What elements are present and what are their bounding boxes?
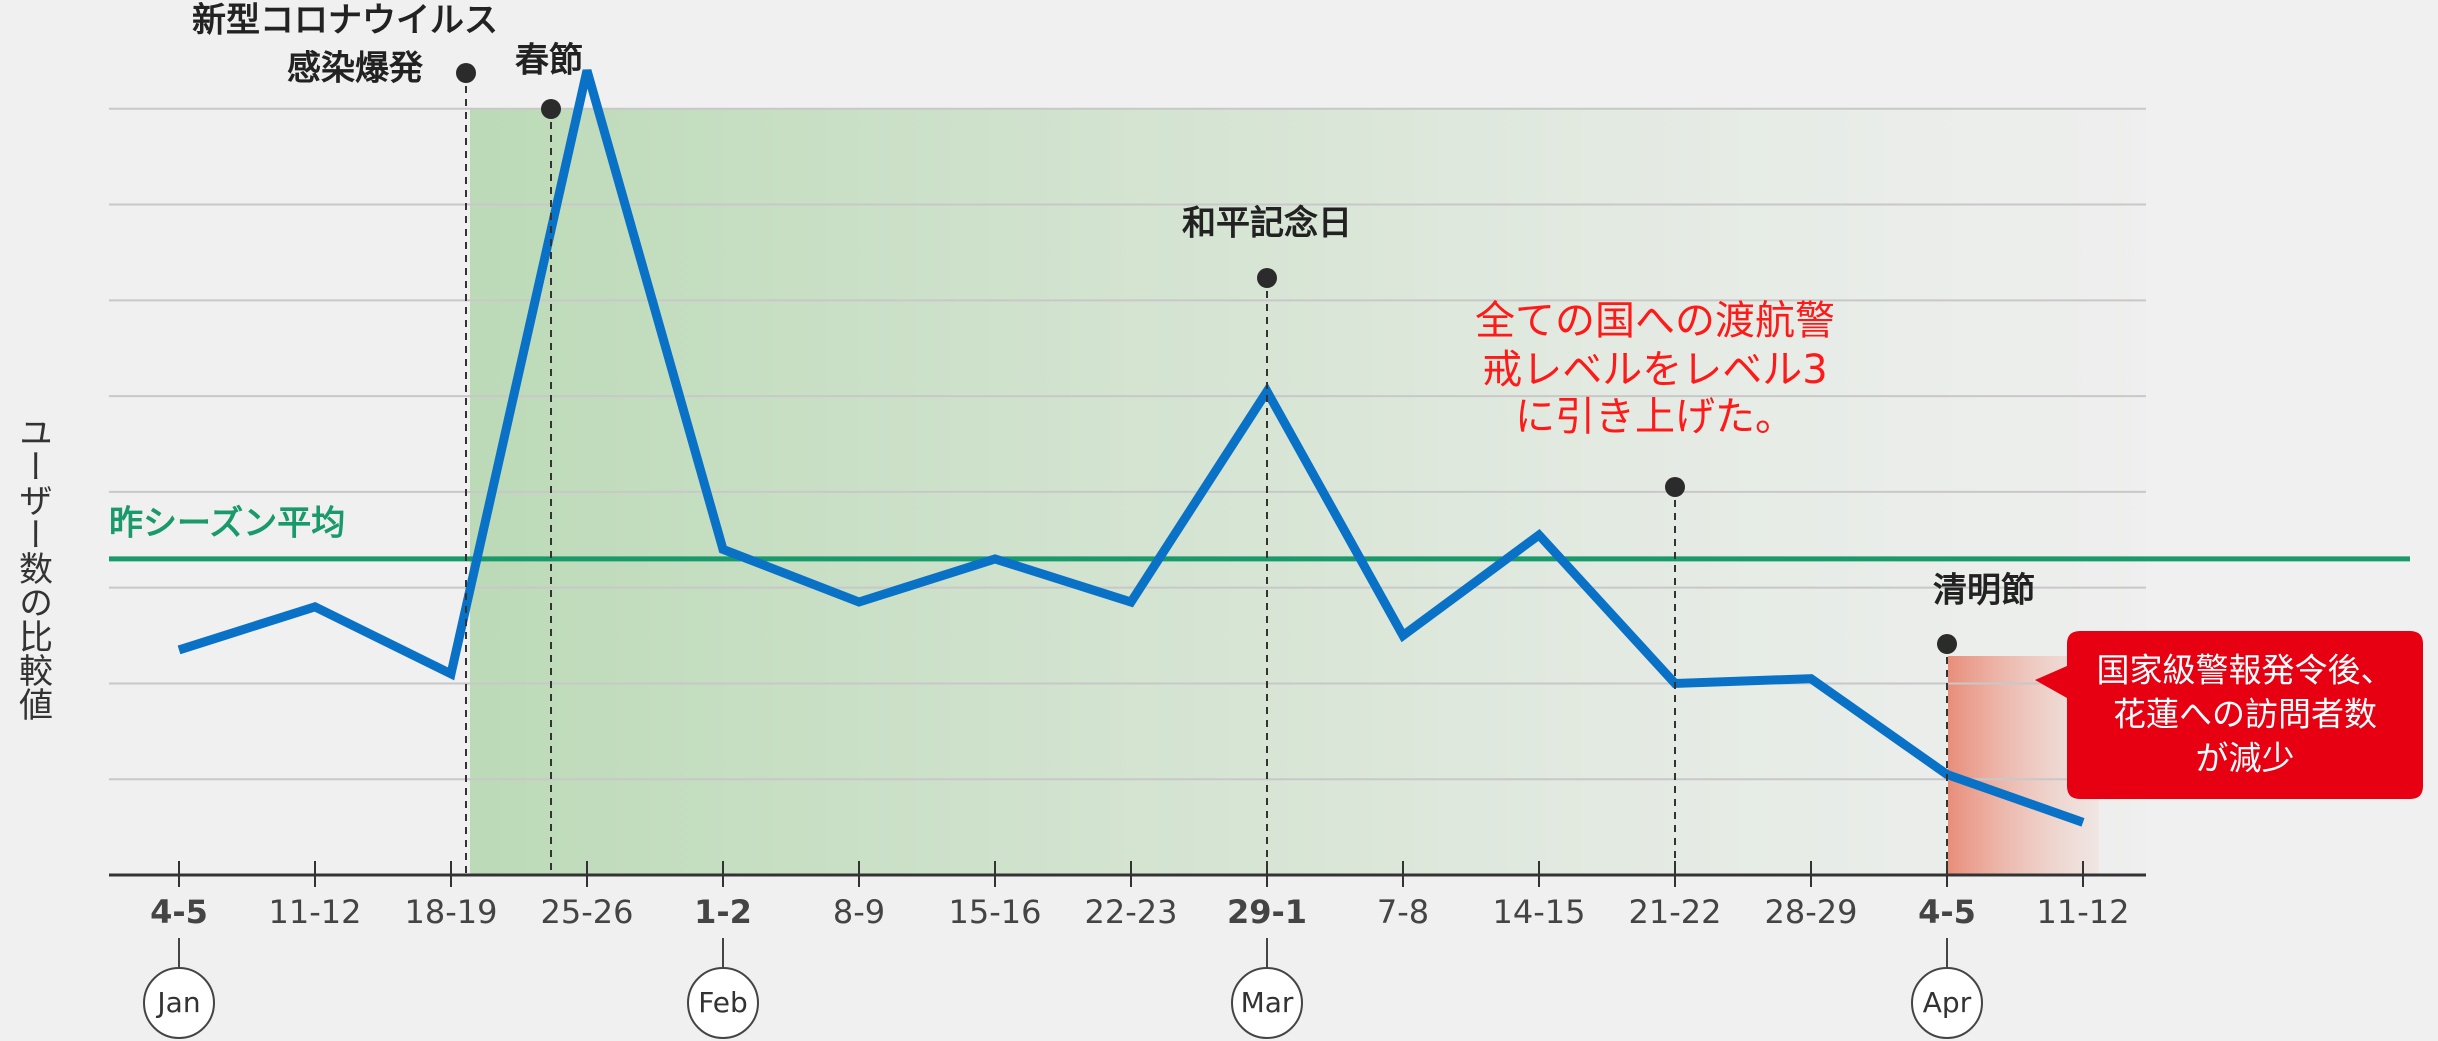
- x-tick-label: 11-12: [269, 893, 362, 931]
- month-circle: [1911, 967, 1983, 1039]
- month-label: Apr: [1923, 986, 1972, 1019]
- x-tick-label: 22-23: [1085, 893, 1178, 931]
- month-label: Mar: [1241, 986, 1294, 1019]
- callout: 国家級警報発令後、 花蓮への訪問者数 が減少: [2035, 631, 2423, 799]
- callout-text: が減少: [2196, 739, 2295, 778]
- month-label: Feb: [698, 986, 748, 1019]
- x-tick-label: 8-9: [833, 893, 885, 931]
- data-line: [177, 69, 2085, 827]
- event-dot: [541, 99, 561, 119]
- event-label: 全ての国への渡航警: [1475, 298, 1835, 344]
- event-dot: [1937, 634, 1957, 654]
- x-tick-label: 15-16: [949, 893, 1042, 931]
- x-tick-label: 4-5: [1918, 893, 1976, 931]
- callout-text: 花蓮への訪問者数: [2113, 695, 2377, 734]
- events: 新型コロナウイルス 感染爆発 春節 和平記念日 全ての国への渡航警 戒レベルをレ…: [192, 1, 2035, 875]
- x-tick-label: 7-8: [1377, 893, 1429, 931]
- x-tick-label: 1-2: [694, 893, 752, 931]
- event-label: に引き上げた。: [1515, 394, 1795, 440]
- event-label: 和平記念日: [1182, 204, 1352, 244]
- grid: 4-5 Jan 11-12 18-19 25-26 1-2 Feb 8-9 15-16 22-23…: [109, 107, 2146, 1039]
- event-dot: [1665, 477, 1685, 497]
- event-label: 新型コロナウイルス: [192, 1, 498, 41]
- x-tick-label: 25-26: [541, 893, 634, 931]
- event-label: 清明節: [1933, 571, 2035, 611]
- event-dot: [456, 63, 476, 83]
- month-circle: [143, 967, 215, 1039]
- x-tick-label: 21-22: [1629, 893, 1722, 931]
- month-label: Jan: [155, 986, 200, 1019]
- marks: 昨シーズン平均: [109, 69, 2410, 827]
- y-axis-label: ユーザー数の比較値: [13, 415, 53, 721]
- x-tick-label: 29-1: [1227, 893, 1307, 931]
- callout-text: 国家級警報発令後、: [2097, 651, 2394, 690]
- x-tick-label: 4-5: [150, 893, 208, 931]
- x-tick-label: 28-29: [1765, 893, 1858, 931]
- event-dot: [1257, 268, 1277, 288]
- event-label: 感染爆発: [287, 49, 424, 89]
- callout-box: [2035, 631, 2423, 799]
- month-circle: [687, 967, 759, 1039]
- x-tick-label: 11-12: [2037, 893, 2130, 931]
- x-tick-label: 14-15: [1493, 893, 1586, 931]
- x-tick-label: 18-19: [405, 893, 498, 931]
- month-circle: [1231, 967, 1303, 1039]
- event-label: 戒レベルをレベル3: [1482, 347, 1827, 393]
- average-label: 昨シーズン平均: [109, 503, 345, 543]
- event-label: 春節: [515, 41, 583, 81]
